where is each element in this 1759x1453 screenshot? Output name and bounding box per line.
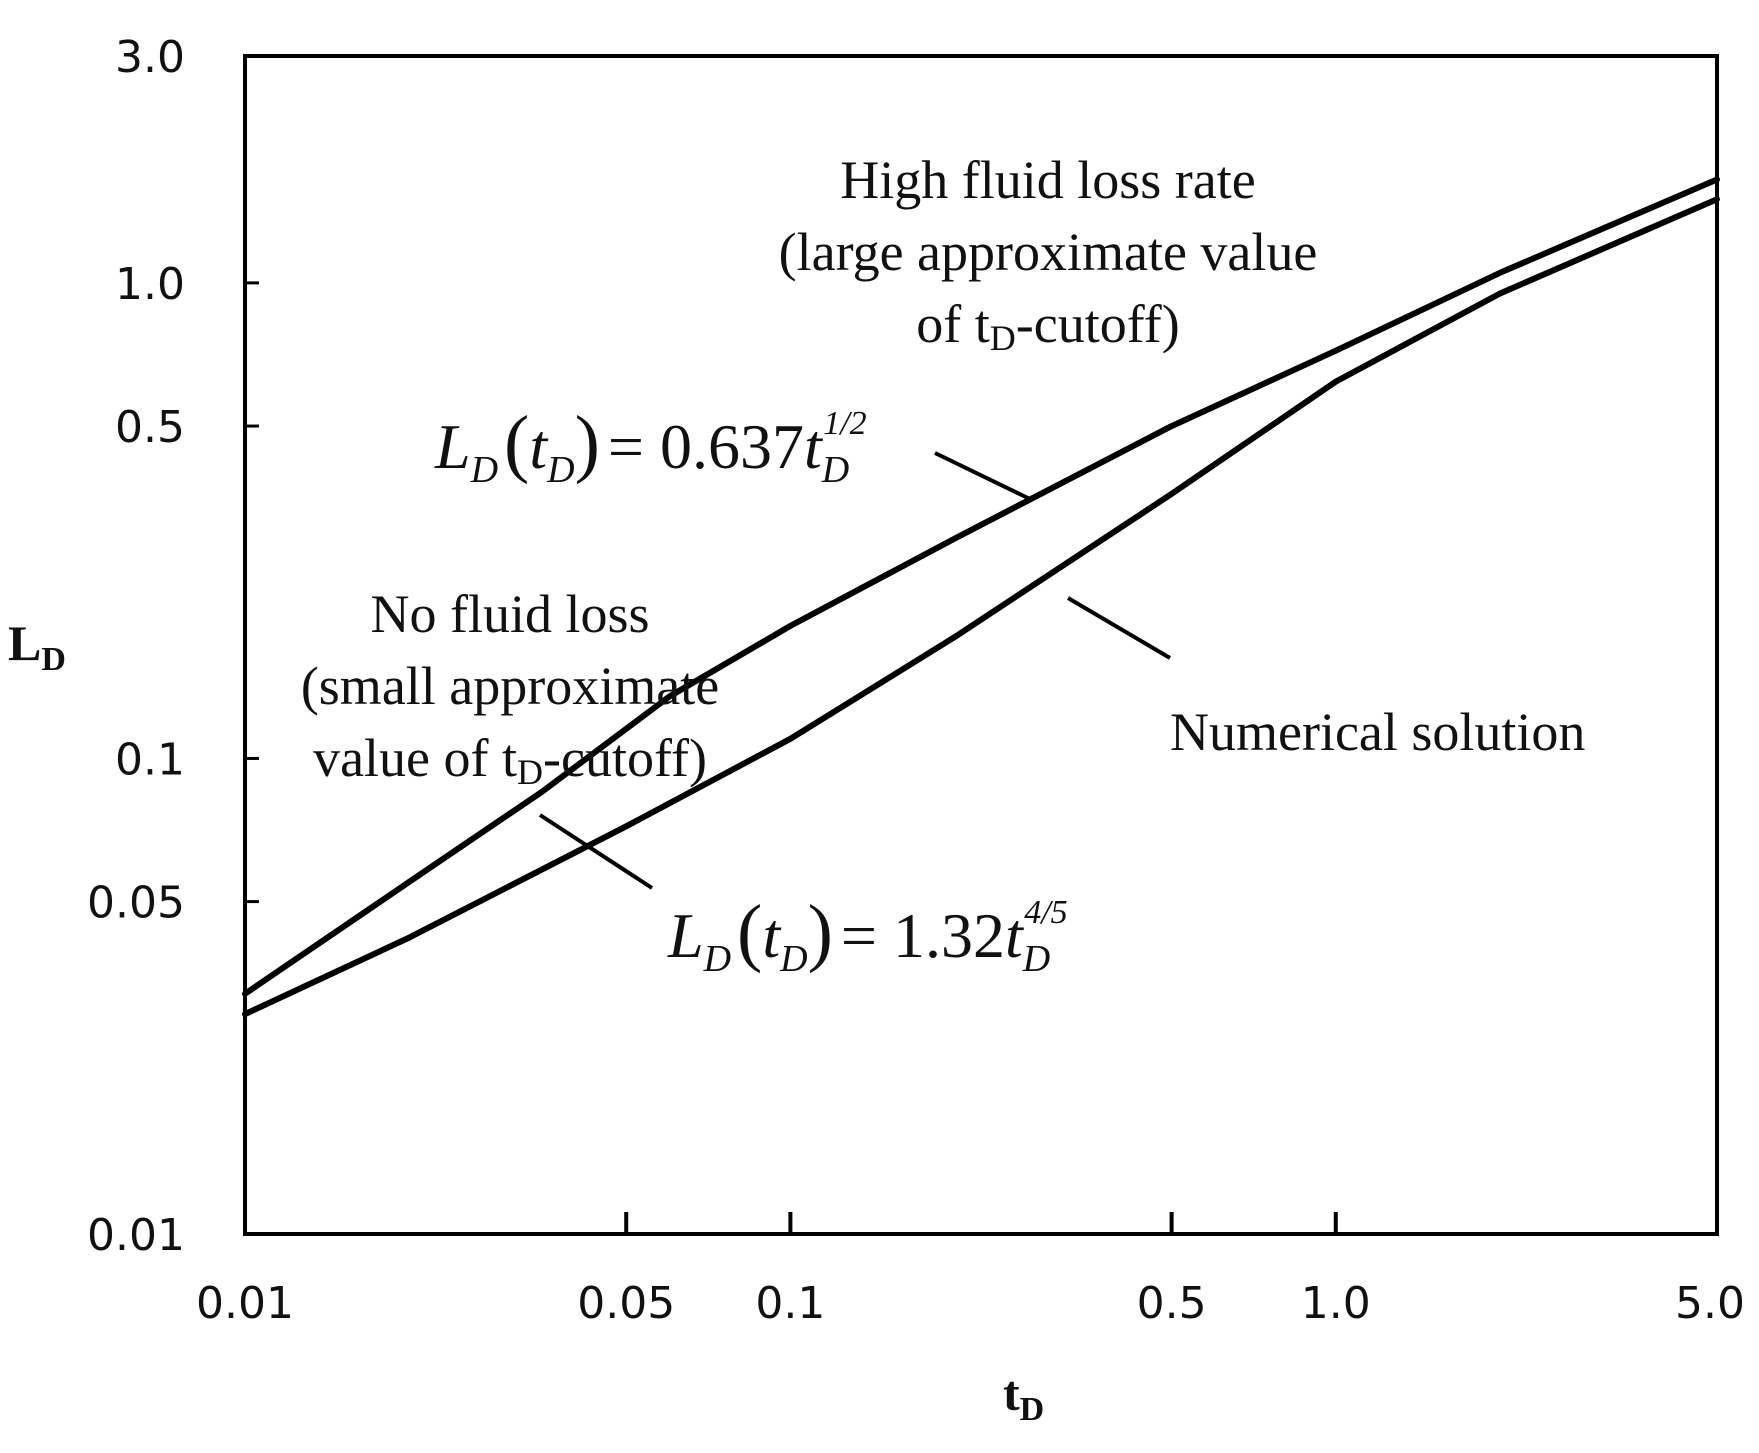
y-axis-label: LD [8, 615, 66, 678]
annotation-numerical-solution: Numerical solution [1170, 702, 1585, 762]
y-tick-label: 1.0 [115, 259, 185, 310]
x-tick-label: 0.1 [755, 1278, 825, 1329]
x-tick-label: 0.5 [1137, 1278, 1207, 1329]
equation-half-power: LD(tD) = 0.637tD1/2 [434, 401, 867, 491]
annotation-high-fluid-loss: High fluid loss rate (large approximate … [779, 150, 1318, 358]
x-tick-label: 1.0 [1301, 1278, 1371, 1329]
annotation-high-loss-line1: High fluid loss rate [840, 150, 1255, 210]
annotation-no-fluid-loss: No fluid loss (small approximate value o… [301, 584, 719, 792]
x-tick-label: 0.05 [577, 1278, 675, 1329]
equation-four-fifths-power: LD(tD) = 1.32tD4/5 [667, 890, 1068, 980]
series-line-2 [242, 196, 1720, 1018]
svg-text:LD(tD)= 1.32tD4/5: LD(tD) = 1.32tD4/5 [667, 890, 1068, 980]
leader-line-eq-half [934, 451, 1033, 502]
annotation-no-loss-line2: (small approximate [301, 656, 719, 716]
leader-lines [538, 451, 1172, 890]
x-axis-ticks: 0.01 0.05 0.1 0.5 1.0 5.0 [196, 1212, 1745, 1329]
svg-text:LD(tD)= 0.637tD1/2: LD(tD) = 0.637tD1/2 [434, 401, 867, 491]
y-axis-ticks: 0.01 0.05 0.1 0.5 1.0 3.0 [87, 32, 259, 1261]
y-tick-label: 3.0 [115, 32, 185, 83]
leader-line-eq-45 [538, 813, 654, 890]
annotation-high-loss-line3: of tD-cutoff) [916, 294, 1179, 358]
annotation-no-loss-line3: value of tD-cutoff) [313, 728, 707, 792]
series-layer [242, 176, 1720, 1018]
plot-area-frame [243, 54, 1719, 1236]
y-tick-label: 0.01 [87, 1210, 185, 1261]
leader-line-numerical [1066, 596, 1172, 660]
x-tick-label: 5.0 [1675, 1278, 1745, 1329]
x-axis-label: tD [1003, 1365, 1044, 1428]
y-tick-label: 0.5 [115, 402, 185, 453]
x-tick-label: 0.01 [196, 1278, 294, 1329]
y-tick-label: 0.05 [87, 878, 185, 929]
y-tick-label: 0.1 [115, 734, 185, 785]
annotation-high-loss-line2: (large approximate value [779, 222, 1318, 282]
series-line-1 [242, 176, 1720, 997]
annotation-no-loss-line1: No fluid loss [370, 584, 649, 644]
